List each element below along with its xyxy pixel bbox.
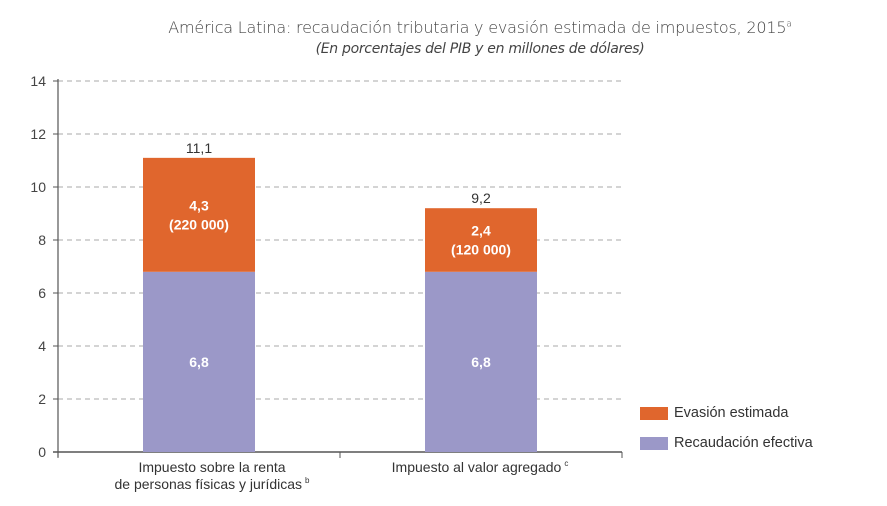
x-tick-label: de personas físicas y jurídicas b	[115, 476, 311, 492]
legend-label-recaudacion: Recaudación efectiva	[674, 435, 813, 451]
legend: Evasión estimada Recaudación efectiva	[640, 398, 813, 458]
category-footnote: c	[564, 459, 568, 468]
y-tick-label: 14	[30, 73, 46, 89]
bar-segment-recaudacion	[425, 271, 537, 452]
legend-swatch-recaudacion	[640, 436, 668, 450]
bar-segment-evasion	[425, 208, 537, 272]
data-label: (220 000)	[169, 216, 229, 232]
x-tick-label: Impuesto al valor agregado c	[392, 459, 569, 475]
y-tick-label: 4	[38, 338, 46, 354]
chart-subtitle: (En porcentajes del PIB y en millones de…	[315, 41, 645, 57]
data-label: 6,8	[189, 354, 209, 370]
x-tick-label: Impuesto sobre la renta	[138, 459, 285, 475]
chart-title: América Latina: recaudación tributaria y…	[0, 18, 887, 37]
data-label: 2,4	[471, 223, 491, 239]
chart-title-text: América Latina: recaudación tributaria y…	[168, 18, 787, 37]
category-footnote: b	[305, 476, 310, 485]
data-label: 4,3	[189, 197, 209, 213]
legend-item-evasion: Evasión estimada	[640, 398, 813, 428]
title-footnote: a	[786, 19, 792, 30]
data-label: 6,8	[471, 354, 491, 370]
bar-segment-evasion	[143, 157, 255, 272]
bar-segment-recaudacion	[143, 271, 255, 452]
total-label: 11,1	[186, 140, 212, 156]
y-tick-label: 12	[30, 126, 46, 142]
legend-label-evasion: Evasión estimada	[674, 405, 789, 421]
y-tick-label: 6	[38, 285, 46, 301]
total-label: 9,2	[471, 190, 491, 206]
data-label: (120 000)	[451, 242, 511, 258]
y-tick-label: 8	[38, 232, 46, 248]
legend-item-recaudacion: Recaudación efectiva	[640, 428, 813, 458]
y-tick-label: 2	[38, 391, 46, 407]
y-tick-label: 0	[38, 444, 46, 460]
legend-swatch-evasion	[640, 406, 668, 420]
y-tick-label: 10	[30, 179, 46, 195]
